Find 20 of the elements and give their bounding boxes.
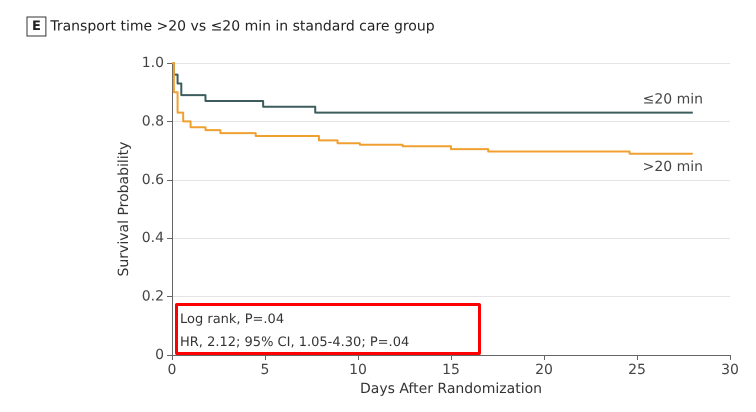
- annotation: HR, 2.12; 95% CI, 1.05-4.30; P=.04: [180, 335, 410, 350]
- y-tick-label: 0: [155, 347, 164, 363]
- chart-title: E Transport time >20 vs ≤20 min in standard care group: [32, 18, 435, 34]
- x-tick-label: 30: [721, 362, 739, 378]
- y-tick-label: 0.8: [142, 113, 164, 130]
- y-tick-label: 0.2: [142, 288, 164, 305]
- x-tick-label: 10: [349, 362, 367, 378]
- y-tick-label: 0.4: [142, 230, 164, 246]
- y-axis-title: Survival Probability: [116, 142, 132, 276]
- series-label: >20 min: [642, 158, 704, 175]
- y-tick-label: 0.6: [142, 172, 164, 188]
- y-tick-label: 1.0: [142, 55, 164, 71]
- x-tick-label: 0: [168, 362, 176, 378]
- x-tick-label: 15: [442, 362, 460, 378]
- x-tick-label: 5: [260, 362, 270, 378]
- series-label: ≤20 min: [642, 92, 704, 108]
- x-axis-title: Days After Randomization: [360, 380, 542, 397]
- x-tick-label: 25: [628, 362, 646, 378]
- annotation: Log rank, P=.04: [180, 312, 284, 327]
- x-tick-label: 20: [535, 362, 553, 378]
